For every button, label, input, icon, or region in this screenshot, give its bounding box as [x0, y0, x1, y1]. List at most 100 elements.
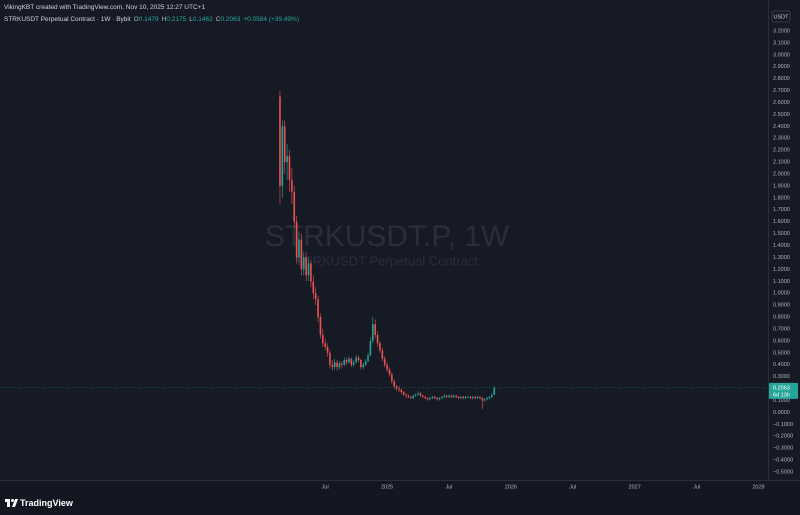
ohlc-label: L	[189, 16, 193, 23]
watermark: STRKUSDT.P, 1W	[265, 220, 510, 253]
candle-body	[362, 364, 365, 368]
y-tick-label: 2.5000	[773, 112, 790, 118]
candle-body	[376, 334, 379, 344]
candle-body	[405, 394, 407, 396]
brand: TradingView	[20, 498, 74, 508]
candle-body	[383, 358, 386, 365]
y-tick-label: −0.3000	[773, 446, 793, 452]
candle-body	[343, 359, 346, 365]
candle-body	[357, 357, 360, 360]
candle-body	[381, 350, 384, 359]
candle-body	[372, 324, 374, 341]
y-tick-label: 0.6000	[773, 338, 790, 344]
y-tick-label: 1.0000	[773, 291, 790, 297]
x-tick-label: 2027	[629, 484, 641, 490]
candle-body	[433, 396, 436, 399]
candle-body	[400, 389, 403, 393]
candle-body	[479, 396, 481, 399]
symbol-line: STRKUSDT Perpetual Contract · 1W · Bybit	[4, 16, 131, 23]
y-tick-label: 2.2000	[773, 148, 790, 154]
candle-body	[360, 359, 362, 368]
header: VikingKBT created with TradingView.com, …	[4, 2, 299, 26]
y-tick-label: 1.3000	[773, 255, 790, 261]
candle-body	[441, 396, 443, 399]
candle-body	[426, 398, 429, 400]
y-tick-label: 0.1000	[773, 398, 790, 404]
y-tick-label: 1.6000	[773, 219, 790, 225]
y-tick-label: 3.1000	[773, 40, 790, 46]
candle-body	[476, 396, 479, 399]
candle-body	[402, 392, 405, 395]
price-label-box	[769, 382, 798, 399]
candle-body	[450, 395, 453, 397]
ohlc-label: H	[161, 16, 167, 23]
candle-body	[398, 388, 400, 390]
candle-body	[452, 395, 455, 397]
ohlc-label: C	[215, 16, 221, 23]
candle-body	[469, 396, 472, 399]
candle-body	[431, 396, 434, 399]
candle-body	[302, 257, 305, 270]
candle-body	[341, 363, 343, 365]
ohlc-label: O	[133, 16, 139, 23]
x-tick-label: Jul	[445, 484, 452, 490]
ohlc-value: 0.2175	[166, 16, 187, 23]
candle-body	[486, 398, 488, 400]
candle-body	[445, 395, 448, 397]
y-tick-label: 2.3000	[773, 136, 790, 142]
y-tick-label: −0.2000	[773, 434, 793, 440]
y-tick-label: 2.8000	[773, 76, 790, 82]
candle-body	[312, 281, 315, 294]
y-tick-label: −0.5000	[773, 469, 793, 475]
brand-logo	[5, 499, 18, 507]
candle-body	[279, 96, 281, 186]
logo-part	[12, 499, 18, 507]
candle-body	[424, 396, 426, 399]
y-tick-label: 2.6000	[773, 100, 790, 106]
candle-body	[460, 396, 462, 399]
candle-body	[464, 396, 467, 399]
candle-body	[443, 395, 446, 397]
candle-body	[329, 352, 331, 365]
y-tick-label: −0.1000	[773, 422, 793, 428]
y-tick-label: 0.7000	[773, 326, 790, 332]
y-tick-label: 3.2000	[773, 28, 790, 34]
candle-body	[345, 359, 348, 363]
candle-body	[457, 396, 460, 399]
candle-body	[395, 386, 398, 389]
x-tick-label: 2028	[752, 484, 764, 490]
x-tick-label: Jul	[569, 484, 576, 490]
candle-body	[417, 393, 419, 395]
candle-body	[407, 395, 410, 397]
y-tick-label: 1.4000	[773, 243, 790, 249]
candle-body	[350, 358, 353, 365]
candle-body	[348, 358, 350, 363]
watermark-subtitle: STRKUSDT Perpetual Contract	[296, 253, 478, 268]
candle-body	[474, 396, 476, 399]
candle-body	[319, 317, 322, 335]
y-tick-label: 2.7000	[773, 88, 790, 94]
candle-body	[322, 334, 324, 344]
logo-part	[7, 499, 10, 507]
candle-body	[422, 395, 424, 397]
y-tick-label: 0.3000	[773, 374, 790, 380]
candle-body	[355, 357, 357, 363]
y-tick-label: 2.1000	[773, 160, 790, 166]
y-tick-label: 0.4000	[773, 362, 790, 368]
candle-body	[467, 396, 469, 398]
candle-body	[393, 381, 396, 387]
credit: VikingKBT created with TradingView.com, …	[4, 4, 206, 11]
ohlc-value: 0.1479	[138, 16, 159, 23]
candle-body	[379, 343, 381, 351]
bottom-bar	[0, 480, 800, 515]
y-tick-label: 1.8000	[773, 195, 790, 201]
candle-body	[317, 299, 319, 318]
y-tick-label: 1.2000	[773, 267, 790, 273]
countdown: 6d 13h	[773, 392, 790, 398]
y-tick-label: 2.0000	[773, 171, 790, 177]
candle-body	[293, 191, 296, 222]
x-tick-label: 2026	[505, 484, 517, 490]
candle-body	[364, 361, 367, 365]
